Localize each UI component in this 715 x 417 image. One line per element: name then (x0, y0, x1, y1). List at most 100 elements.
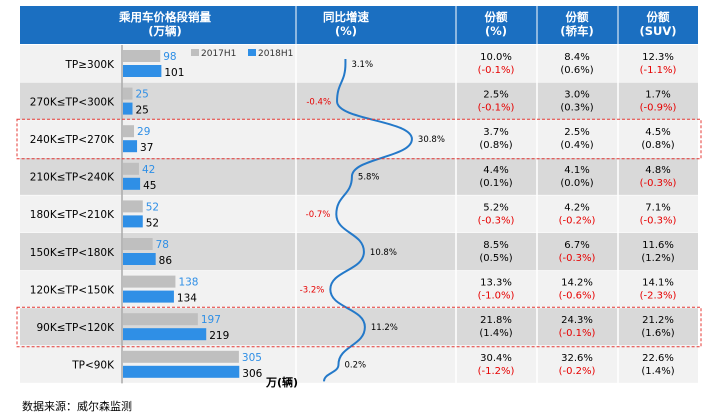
header-label: (%) (335, 24, 357, 38)
bar-label-2017: 42 (142, 164, 155, 176)
bar-label-2017: 98 (163, 51, 176, 63)
share-change: (-0.6%) (559, 291, 596, 302)
share-value: 30.4% (480, 353, 512, 364)
segment-label: 150K≤TP<180K (30, 247, 115, 259)
bar-2018 (123, 177, 141, 190)
share-change: (-1.1%) (640, 65, 677, 76)
segment-label: 210K≤TP<240K (30, 172, 115, 184)
table-row: TP<90K 30.4% (-1.2%) 32.6% (-0.2%) 22.6% (1.4%… (71, 353, 674, 377)
share-value: 2.5% (483, 90, 508, 101)
share-change: (0.3%) (560, 103, 593, 114)
table-rows: TP≥300K 10.0% (-0.1%) 8.4% (0.6%) 12.3% (-1.1%… (30, 52, 677, 377)
share-value: 5.2% (483, 202, 508, 213)
bar-2017 (123, 238, 153, 250)
table-row: TP≥300K 10.0% (-0.1%) 8.4% (0.6%) 12.3% (-1.1%… (65, 52, 677, 76)
share-change: (1.6%) (641, 328, 674, 339)
bar-2018 (123, 65, 162, 77)
growth-label: 0.2% (344, 361, 366, 371)
header-label: (%) (485, 24, 507, 38)
header-label: (轿车) (560, 24, 594, 38)
bar-label-2017: 138 (178, 277, 198, 289)
table-row: 150K≤TP<180K 8.5% (0.5%) 6.7% (-0.3%) 11.6% (1… (30, 240, 675, 264)
share-change: (-0.3%) (640, 215, 677, 226)
bar-2017 (123, 162, 139, 175)
bar-chart: 98 101 25 25 29 37 42 45 52 52 78 86 138 134 197 219 305… (121, 45, 263, 384)
segment-label: 90K≤TP<120K (36, 322, 115, 334)
bar-label-2017: 29 (137, 126, 150, 138)
bar-2018 (123, 102, 133, 115)
highlight-box (16, 306, 702, 348)
unit-label: 万(辆) (265, 375, 298, 389)
share-value: 4.4% (483, 165, 508, 176)
share-value: 21.2% (642, 315, 674, 326)
segment-label: 270K≤TP<300K (30, 96, 115, 108)
bar-label-2018: 25 (136, 105, 149, 117)
bar-label-2018: 37 (140, 142, 153, 154)
share-value: 1.7% (645, 90, 670, 101)
legend-swatch-2017 (191, 49, 199, 56)
share-value: 4.8% (645, 165, 670, 176)
bar-label-2018: 101 (164, 67, 184, 79)
header-label: 份额 (485, 10, 508, 24)
bar-label-2018: 52 (146, 217, 159, 229)
bar-2017 (123, 125, 135, 138)
share-value: 10.0% (480, 52, 512, 63)
share-value: 8.4% (564, 52, 589, 63)
share-change: (-0.2%) (559, 366, 596, 377)
bar-2018 (123, 215, 143, 228)
bar-label-2017: 78 (156, 239, 169, 251)
growth-label: 3.1% (351, 60, 373, 70)
growth-label: 30.8% (418, 135, 445, 145)
bar-2018 (123, 140, 138, 153)
bar-label-2017: 305 (242, 352, 262, 364)
table-row: 90K≤TP<120K 21.8% (1.4%) 24.3% (-0.1%) 21.2% (… (36, 315, 674, 339)
share-change: (-0.3%) (640, 178, 677, 189)
share-value: 4.5% (645, 127, 670, 138)
legend-swatch-2018 (248, 49, 256, 56)
bar-2018 (123, 290, 174, 303)
share-value: 11.6% (642, 240, 674, 251)
bar-2018 (123, 365, 240, 378)
bar-2017 (123, 313, 198, 326)
segment-label: TP≥300K (65, 59, 116, 71)
header-bar (20, 6, 698, 44)
share-change: (-2.3%) (640, 291, 677, 302)
share-change: (-1.0%) (478, 291, 515, 302)
share-value: 32.6% (561, 353, 593, 364)
growth-line (323, 59, 413, 382)
share-change: (-0.2%) (559, 215, 596, 226)
table-row: 120K≤TP<150K 13.3% (-1.0%) 14.2% (-0.6%) 14.1… (30, 278, 677, 302)
bar-label-2018: 306 (242, 368, 262, 380)
share-value: 22.6% (642, 353, 674, 364)
share-change: (0.4%) (560, 140, 593, 151)
bar-2017 (123, 275, 176, 288)
growth-label: 11.2% (371, 323, 398, 333)
table-header: 乘用车价格段销量(万辆)同比增速(%)份额(%)份额(轿车)份额(SUV)201… (20, 6, 698, 59)
share-value: 14.1% (642, 278, 674, 289)
share-value: 13.3% (480, 278, 512, 289)
header-label: (万辆) (148, 24, 182, 38)
header-label: (SUV) (639, 24, 676, 38)
bar-label-2017: 197 (201, 314, 221, 326)
header-label: 乘用车价格段销量 (118, 10, 211, 24)
share-change: (0.8%) (479, 140, 512, 151)
legend: 2017H1 2018H1 (191, 49, 293, 59)
share-value: 21.8% (480, 315, 512, 326)
share-value: 14.2% (561, 278, 593, 289)
share-change: (-0.1%) (478, 103, 515, 114)
table-row: 210K≤TP<240K 4.4% (0.1%) 4.1% (0.0%) 4.8% (-0.… (30, 165, 677, 189)
share-change: (0.6%) (560, 65, 593, 76)
share-value: 4.2% (564, 202, 589, 213)
share-change: (-0.3%) (559, 253, 596, 264)
table-row-bg (20, 82, 698, 121)
bar-label-2017: 25 (136, 89, 149, 101)
share-value: 24.3% (561, 315, 593, 326)
bar-2018 (123, 253, 156, 265)
growth-label: -0.4% (306, 97, 331, 107)
growth-label: 10.8% (370, 248, 397, 258)
bar-2018 (123, 328, 207, 341)
share-value: 8.5% (483, 240, 508, 251)
header-label: 同比增速 (323, 10, 369, 24)
bar-label-2018: 134 (177, 293, 197, 305)
